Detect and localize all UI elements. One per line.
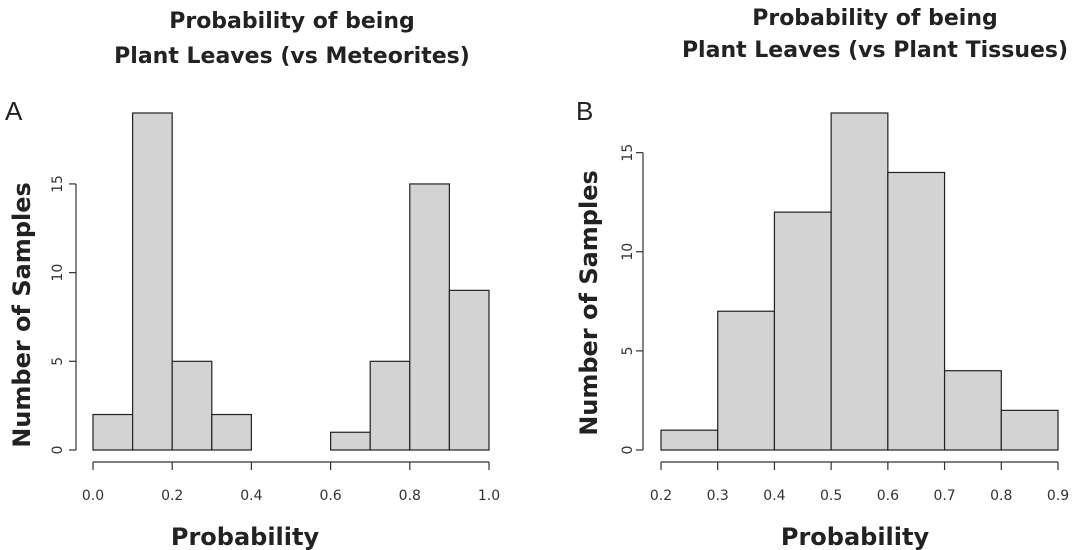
histogram-bar bbox=[211, 413, 253, 451]
histogram-bar bbox=[409, 183, 450, 451]
chart-title-line-2: Plant Leaves (vs Meteorites) bbox=[114, 44, 470, 69]
histogram-bar bbox=[717, 310, 776, 451]
panel-label: A bbox=[5, 96, 23, 126]
y-tick-label: 10 bbox=[50, 264, 66, 282]
histogram-panel-b: Probability of being Plant Leaves (vs Pla… bbox=[575, 6, 1069, 550]
y-tick-label: 0 bbox=[620, 446, 636, 455]
x-tick-label: 0.2 bbox=[161, 488, 183, 504]
y-tick-label: 10 bbox=[620, 243, 636, 261]
histogram-bar bbox=[660, 429, 719, 451]
histogram-bar bbox=[1000, 409, 1059, 451]
x-tick-label: 0.6 bbox=[319, 488, 341, 504]
y-tick-label: 0 bbox=[50, 446, 66, 455]
y-axis-title: Number of Samples bbox=[575, 170, 603, 436]
chart-title-line-2: Plant Leaves (vs Plant Tissues) bbox=[682, 38, 1068, 63]
x-tick-label: 0.4 bbox=[763, 488, 785, 504]
x-tick-label: 0.8 bbox=[399, 488, 421, 504]
histogram-bar bbox=[448, 289, 490, 451]
y-tick-label: 5 bbox=[50, 357, 66, 366]
histogram-bar bbox=[92, 413, 134, 451]
x-tick-label: 0.0 bbox=[82, 488, 104, 504]
x-axis-title: Probability bbox=[171, 523, 320, 550]
chart-title-line-1: Probability of being bbox=[169, 9, 415, 34]
y-tick-label: 15 bbox=[50, 175, 66, 193]
y-axis-title: Number of Samples bbox=[8, 182, 36, 448]
histogram-bar bbox=[830, 112, 889, 451]
x-tick-label: 0.4 bbox=[240, 488, 262, 504]
histogram-bar bbox=[887, 171, 946, 451]
x-tick-label: 0.7 bbox=[933, 488, 955, 504]
panel-label: B bbox=[576, 96, 593, 126]
histogram-bar bbox=[943, 370, 1002, 451]
histogram-bar bbox=[171, 360, 213, 451]
histogram-bar bbox=[330, 431, 371, 451]
x-tick-label: 0.8 bbox=[990, 488, 1012, 504]
histogram-panel-a: Probability of being Plant Leaves (vs Met… bbox=[5, 9, 500, 550]
histogram-bar bbox=[369, 360, 411, 451]
x-tick-label: 0.3 bbox=[707, 488, 729, 504]
chart-title-line-1: Probability of being bbox=[752, 6, 998, 31]
x-tick-label: 0.2 bbox=[650, 488, 672, 504]
x-axis-title: Probability bbox=[781, 523, 930, 550]
x-tick-label: 0.5 bbox=[820, 488, 842, 504]
y-tick-label: 5 bbox=[620, 346, 636, 355]
histogram-bar bbox=[773, 211, 832, 451]
histogram-bar bbox=[132, 112, 173, 451]
x-tick-label: 1.0 bbox=[478, 488, 500, 504]
x-tick-label: 0.9 bbox=[1047, 488, 1069, 504]
y-tick-label: 15 bbox=[620, 144, 636, 162]
x-tick-label: 0.6 bbox=[877, 488, 899, 504]
